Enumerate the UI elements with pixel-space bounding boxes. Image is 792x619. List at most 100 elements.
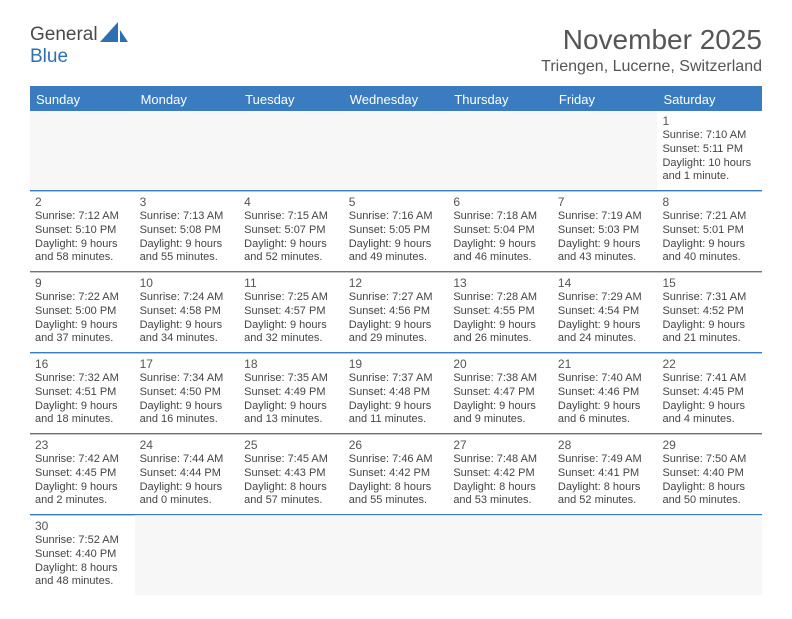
day-number: 12 <box>349 276 444 290</box>
day-header-saturday: Saturday <box>657 88 762 111</box>
day-number: 4 <box>244 195 339 209</box>
day-cell: 11Sunrise: 7:25 AMSunset: 4:57 PMDayligh… <box>239 272 344 352</box>
day-cell: 9Sunrise: 7:22 AMSunset: 5:00 PMDaylight… <box>30 272 135 352</box>
day-cell: 7Sunrise: 7:19 AMSunset: 5:03 PMDaylight… <box>553 191 658 271</box>
day-cell: 6Sunrise: 7:18 AMSunset: 5:04 PMDaylight… <box>448 191 553 271</box>
empty-cell <box>553 515 658 595</box>
day-info: Sunrise: 7:31 AMSunset: 4:52 PMDaylight:… <box>662 291 757 346</box>
day-info: Sunrise: 7:27 AMSunset: 4:56 PMDaylight:… <box>349 291 444 346</box>
day-cell: 19Sunrise: 7:37 AMSunset: 4:48 PMDayligh… <box>344 353 449 433</box>
day-number: 24 <box>140 438 235 452</box>
calendar: SundayMondayTuesdayWednesdayThursdayFrid… <box>30 86 762 595</box>
day-info: Sunrise: 7:16 AMSunset: 5:05 PMDaylight:… <box>349 210 444 265</box>
empty-cell <box>239 515 344 595</box>
day-info: Sunrise: 7:48 AMSunset: 4:42 PMDaylight:… <box>453 453 548 508</box>
day-info: Sunrise: 7:18 AMSunset: 5:04 PMDaylight:… <box>453 210 548 265</box>
day-number: 2 <box>35 195 130 209</box>
day-cell: 26Sunrise: 7:46 AMSunset: 4:42 PMDayligh… <box>344 434 449 514</box>
empty-cell <box>239 111 344 190</box>
day-number: 15 <box>662 276 757 290</box>
day-cell: 25Sunrise: 7:45 AMSunset: 4:43 PMDayligh… <box>239 434 344 514</box>
day-number: 21 <box>558 357 653 371</box>
day-info: Sunrise: 7:21 AMSunset: 5:01 PMDaylight:… <box>662 210 757 265</box>
day-info: Sunrise: 7:37 AMSunset: 4:48 PMDaylight:… <box>349 372 444 427</box>
brand-logo: General Blue <box>30 24 98 68</box>
day-info: Sunrise: 7:50 AMSunset: 4:40 PMDaylight:… <box>662 453 757 508</box>
empty-cell <box>135 515 240 595</box>
day-number: 27 <box>453 438 548 452</box>
day-number: 1 <box>662 114 757 128</box>
day-header-tuesday: Tuesday <box>239 88 344 111</box>
day-cell: 10Sunrise: 7:24 AMSunset: 4:58 PMDayligh… <box>135 272 240 352</box>
day-cell: 2Sunrise: 7:12 AMSunset: 5:10 PMDaylight… <box>30 191 135 271</box>
day-number: 20 <box>453 357 548 371</box>
day-header-row: SundayMondayTuesdayWednesdayThursdayFrid… <box>30 88 762 111</box>
week-row: 16Sunrise: 7:32 AMSunset: 4:51 PMDayligh… <box>30 353 762 434</box>
day-info: Sunrise: 7:28 AMSunset: 4:55 PMDaylight:… <box>453 291 548 346</box>
day-cell: 18Sunrise: 7:35 AMSunset: 4:49 PMDayligh… <box>239 353 344 433</box>
day-info: Sunrise: 7:46 AMSunset: 4:42 PMDaylight:… <box>349 453 444 508</box>
day-cell: 23Sunrise: 7:42 AMSunset: 4:45 PMDayligh… <box>30 434 135 514</box>
day-info: Sunrise: 7:24 AMSunset: 4:58 PMDaylight:… <box>140 291 235 346</box>
week-row: 23Sunrise: 7:42 AMSunset: 4:45 PMDayligh… <box>30 434 762 515</box>
day-number: 22 <box>662 357 757 371</box>
day-info: Sunrise: 7:15 AMSunset: 5:07 PMDaylight:… <box>244 210 339 265</box>
day-header-sunday: Sunday <box>30 88 135 111</box>
day-info: Sunrise: 7:42 AMSunset: 4:45 PMDaylight:… <box>35 453 130 508</box>
day-info: Sunrise: 7:35 AMSunset: 4:49 PMDaylight:… <box>244 372 339 427</box>
day-number: 13 <box>453 276 548 290</box>
day-number: 30 <box>35 519 130 533</box>
day-info: Sunrise: 7:29 AMSunset: 4:54 PMDaylight:… <box>558 291 653 346</box>
empty-cell <box>344 111 449 190</box>
sail-icon <box>100 22 128 46</box>
empty-cell <box>344 515 449 595</box>
empty-cell <box>553 111 658 190</box>
brand-line2: Blue <box>30 46 68 68</box>
day-cell: 30Sunrise: 7:52 AMSunset: 4:40 PMDayligh… <box>30 515 135 595</box>
day-info: Sunrise: 7:40 AMSunset: 4:46 PMDaylight:… <box>558 372 653 427</box>
day-cell: 1Sunrise: 7:10 AMSunset: 5:11 PMDaylight… <box>657 111 762 190</box>
day-number: 10 <box>140 276 235 290</box>
day-number: 14 <box>558 276 653 290</box>
day-number: 29 <box>662 438 757 452</box>
empty-cell <box>30 111 135 190</box>
day-cell: 12Sunrise: 7:27 AMSunset: 4:56 PMDayligh… <box>344 272 449 352</box>
week-row: 2Sunrise: 7:12 AMSunset: 5:10 PMDaylight… <box>30 191 762 272</box>
day-number: 19 <box>349 357 444 371</box>
empty-cell <box>135 111 240 190</box>
day-info: Sunrise: 7:25 AMSunset: 4:57 PMDaylight:… <box>244 291 339 346</box>
day-number: 18 <box>244 357 339 371</box>
day-number: 28 <box>558 438 653 452</box>
week-row: 9Sunrise: 7:22 AMSunset: 5:00 PMDaylight… <box>30 272 762 353</box>
brand-line1: General <box>30 24 98 46</box>
day-info: Sunrise: 7:45 AMSunset: 4:43 PMDaylight:… <box>244 453 339 508</box>
empty-cell <box>448 515 553 595</box>
day-cell: 13Sunrise: 7:28 AMSunset: 4:55 PMDayligh… <box>448 272 553 352</box>
day-cell: 22Sunrise: 7:41 AMSunset: 4:45 PMDayligh… <box>657 353 762 433</box>
day-number: 6 <box>453 195 548 209</box>
day-number: 17 <box>140 357 235 371</box>
day-number: 16 <box>35 357 130 371</box>
header: General Blue November 2025 Triengen, Luc… <box>30 24 762 76</box>
day-cell: 3Sunrise: 7:13 AMSunset: 5:08 PMDaylight… <box>135 191 240 271</box>
day-cell: 27Sunrise: 7:48 AMSunset: 4:42 PMDayligh… <box>448 434 553 514</box>
day-number: 25 <box>244 438 339 452</box>
day-info: Sunrise: 7:49 AMSunset: 4:41 PMDaylight:… <box>558 453 653 508</box>
day-header-wednesday: Wednesday <box>344 88 449 111</box>
day-header-friday: Friday <box>553 88 658 111</box>
week-row: 30Sunrise: 7:52 AMSunset: 4:40 PMDayligh… <box>30 515 762 595</box>
day-cell: 29Sunrise: 7:50 AMSunset: 4:40 PMDayligh… <box>657 434 762 514</box>
day-cell: 5Sunrise: 7:16 AMSunset: 5:05 PMDaylight… <box>344 191 449 271</box>
day-number: 26 <box>349 438 444 452</box>
day-info: Sunrise: 7:44 AMSunset: 4:44 PMDaylight:… <box>140 453 235 508</box>
day-cell: 15Sunrise: 7:31 AMSunset: 4:52 PMDayligh… <box>657 272 762 352</box>
day-cell: 8Sunrise: 7:21 AMSunset: 5:01 PMDaylight… <box>657 191 762 271</box>
day-info: Sunrise: 7:19 AMSunset: 5:03 PMDaylight:… <box>558 210 653 265</box>
empty-cell <box>657 515 762 595</box>
day-number: 5 <box>349 195 444 209</box>
day-header-thursday: Thursday <box>448 88 553 111</box>
day-cell: 28Sunrise: 7:49 AMSunset: 4:41 PMDayligh… <box>553 434 658 514</box>
day-number: 11 <box>244 276 339 290</box>
day-cell: 24Sunrise: 7:44 AMSunset: 4:44 PMDayligh… <box>135 434 240 514</box>
day-cell: 17Sunrise: 7:34 AMSunset: 4:50 PMDayligh… <box>135 353 240 433</box>
